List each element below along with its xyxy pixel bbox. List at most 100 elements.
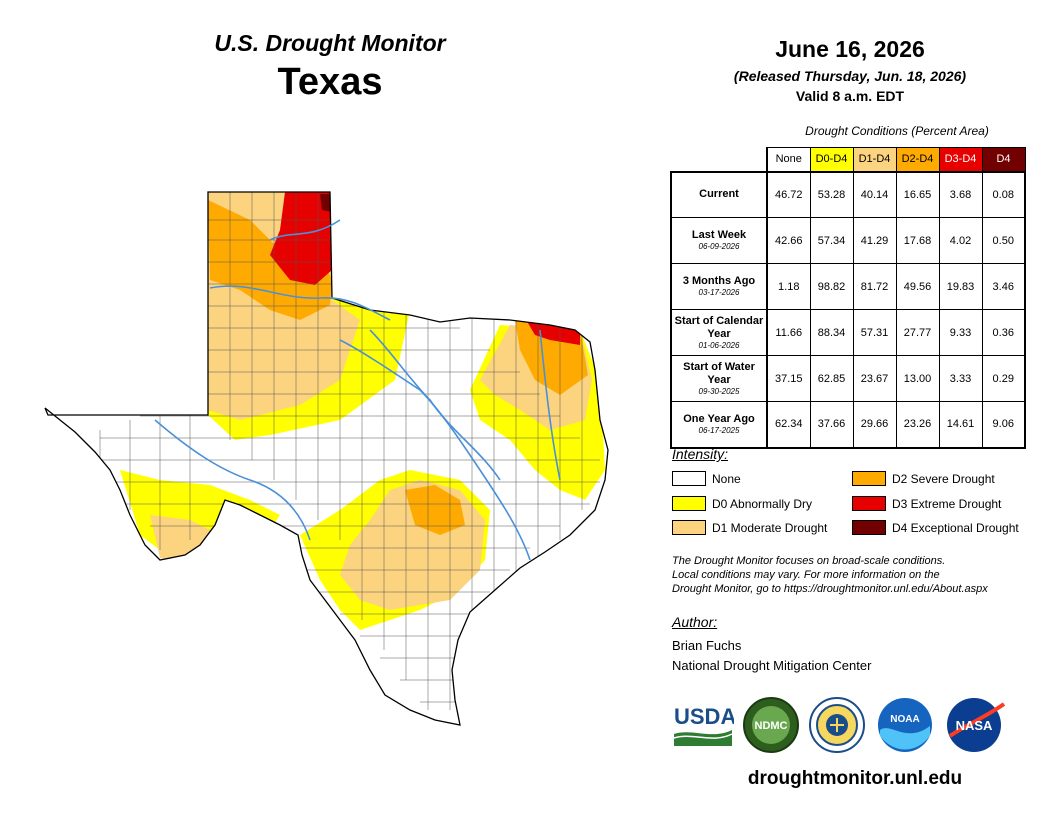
row-date: 06-17-2025 <box>698 425 740 435</box>
author-name: Brian Fuchs <box>672 638 742 653</box>
partner-logos: USDA NDMC NOAA NASA <box>672 697 1032 760</box>
legend-swatch <box>672 496 706 511</box>
legend-item-d3: D3 Extreme Drought <box>852 496 1001 511</box>
table-row: One Year Ago 06-17-2025 62.34 37.66 29.66… <box>670 401 1026 449</box>
table-cell: 53.28 <box>809 170 854 218</box>
ndmc-logo: NDMC <box>743 697 799 753</box>
drought-conditions-table: None D0-D4 D1-D4 D2-D4 D3-D4 D4 Current … <box>670 147 1026 449</box>
author-block: Brian Fuchs National Drought Mitigation … <box>672 636 871 676</box>
legend-label: D1 Moderate Drought <box>712 520 828 535</box>
table-header-row: None D0-D4 D1-D4 D2-D4 D3-D4 D4 <box>671 147 1026 172</box>
table-cell: 23.26 <box>895 401 940 449</box>
col-header-d4: D4 <box>981 147 1026 172</box>
table-cell: 81.72 <box>852 263 897 310</box>
d2-region-panhandle <box>208 200 332 320</box>
row-label: Start of Calendar Year 01-06-2026 <box>670 309 768 356</box>
table-cell: 57.34 <box>809 217 854 264</box>
row-date: 06-09-2026 <box>698 242 740 251</box>
nasa-logo-text: NASA <box>956 718 993 733</box>
legend-item-d0: D0 Abnormally Dry <box>672 496 812 511</box>
table-cell: 62.34 <box>766 401 811 449</box>
table-row: Last Week 06-09-2026 42.66 57.34 41.29 17… <box>670 217 1026 264</box>
table-cell: 37.66 <box>809 401 854 449</box>
table-cell: 3.68 <box>938 170 983 218</box>
legend-label: D2 Severe Drought <box>892 471 995 486</box>
date-block: June 16, 2026 (Released Thursday, Jun. 1… <box>700 36 1000 104</box>
table-row: Current 46.72 53.28 40.14 16.65 3.68 0.0… <box>670 170 1026 218</box>
intensity-heading: Intensity: <box>672 446 729 462</box>
noaa-logo-text: NOAA <box>890 714 919 725</box>
legend-swatch <box>852 520 886 535</box>
table-cell: 42.66 <box>766 217 811 264</box>
table-cell: 62.85 <box>809 355 854 402</box>
author-org: National Drought Mitigation Center <box>672 658 872 673</box>
row-label-text: Last Week <box>691 229 747 241</box>
legend-swatch <box>852 496 886 511</box>
table-cell: 57.31 <box>852 309 897 356</box>
table-row: Start of Water Year 09-30-2025 37.15 62.8… <box>670 355 1026 402</box>
table-corner <box>671 147 768 172</box>
legend-item-none: None <box>672 471 741 486</box>
d3-region-east <box>525 318 580 345</box>
table-cell: 17.68 <box>895 217 940 264</box>
table-cell: 40.14 <box>852 170 897 218</box>
texas-drought-map <box>44 191 609 726</box>
legend-label: None <box>712 471 741 486</box>
table-cell: 23.67 <box>852 355 897 402</box>
release-date: (Released Thursday, Jun. 18, 2026) <box>733 68 967 84</box>
table-cell: 16.65 <box>895 170 940 218</box>
legend-swatch <box>672 520 706 535</box>
row-label: Last Week 06-09-2026 <box>670 217 768 264</box>
legend-item-d1: D1 Moderate Drought <box>672 520 827 535</box>
noaa-logo: NOAA <box>878 698 932 752</box>
legend-label: D3 Extreme Drought <box>892 496 1002 511</box>
note-line: Drought Monitor, go to https://droughtmo… <box>672 583 988 595</box>
website-url[interactable]: droughtmonitor.unl.edu <box>747 768 963 789</box>
table-cell: 37.15 <box>766 355 811 402</box>
row-label-text: Start of Calendar Year <box>674 314 764 340</box>
table-cell: 0.29 <box>981 355 1026 402</box>
row-label: Start of Water Year 09-30-2025 <box>670 355 768 402</box>
table-cell: 9.06 <box>981 401 1026 449</box>
rivers <box>154 219 561 561</box>
author-heading: Author: <box>672 614 718 630</box>
col-header-d3: D3-D4 <box>938 147 983 172</box>
note-line: Local conditions may vary. For more info… <box>672 569 940 581</box>
legend-item-d4: D4 Exceptional Drought <box>852 520 1019 535</box>
usda-logo: USDA <box>673 704 734 746</box>
table-cell: 41.29 <box>852 217 897 264</box>
table-cell: 27.77 <box>895 309 940 356</box>
texas-outline <box>44 191 609 726</box>
col-header-d1: D1-D4 <box>852 147 897 172</box>
col-header-d0: D0-D4 <box>809 147 854 172</box>
row-label-text: Current <box>699 188 739 201</box>
col-header-d2: D2-D4 <box>895 147 940 172</box>
legend-item-d2: D2 Severe Drought <box>852 471 995 486</box>
map-date: June 16, 2026 <box>775 36 925 62</box>
legend-swatch <box>672 471 706 486</box>
row-label-text: Start of Water Year <box>683 360 755 386</box>
table-cell: 9.33 <box>938 309 983 356</box>
table-cell: 14.61 <box>938 401 983 449</box>
table-cell: 19.83 <box>938 263 983 310</box>
disclaimer-note: The Drought Monitor focuses on broad-sca… <box>672 554 1042 596</box>
table-cell: 3.46 <box>981 263 1026 310</box>
table-caption: Drought Conditions (Percent Area) <box>805 124 989 138</box>
ndmc-logo-text: NDMC <box>755 720 788 732</box>
row-date: 09-30-2025 <box>698 386 740 396</box>
doc-seal-logo <box>809 697 865 753</box>
table-cell: 29.66 <box>852 401 897 449</box>
usda-logo-text: USDA <box>674 704 734 729</box>
row-label-text: 3 Months Ago <box>682 275 756 287</box>
state-name: Texas <box>277 61 383 103</box>
table-cell: 1.18 <box>766 263 811 310</box>
note-line: The Drought Monitor focuses on broad-sca… <box>672 555 946 567</box>
table-cell: 88.34 <box>809 309 854 356</box>
table-row: 3 Months Ago 03-17-2026 1.18 98.82 81.72 … <box>670 263 1026 310</box>
table-cell: 3.33 <box>938 355 983 402</box>
valid-time: Valid 8 a.m. EDT <box>795 88 905 104</box>
legend-swatch <box>852 471 886 486</box>
table-cell: 46.72 <box>766 170 811 218</box>
table-cell: 0.08 <box>981 170 1026 218</box>
row-label-text: One Year Ago <box>683 412 755 425</box>
